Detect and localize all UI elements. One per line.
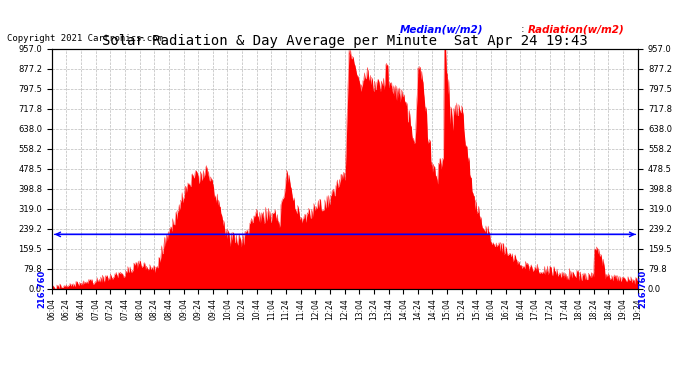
Text: Median(w/m2): Median(w/m2) [400, 24, 484, 34]
Text: 216.760: 216.760 [638, 270, 647, 308]
Text: Radiation(w/m2): Radiation(w/m2) [528, 24, 624, 34]
Title: Solar Radiation & Day Average per Minute  Sat Apr 24 19:43: Solar Radiation & Day Average per Minute… [102, 34, 588, 48]
Text: Copyright 2021 Cartronics.com: Copyright 2021 Cartronics.com [7, 34, 163, 43]
Text: :: : [521, 24, 524, 34]
Text: 216.760: 216.760 [37, 270, 46, 308]
